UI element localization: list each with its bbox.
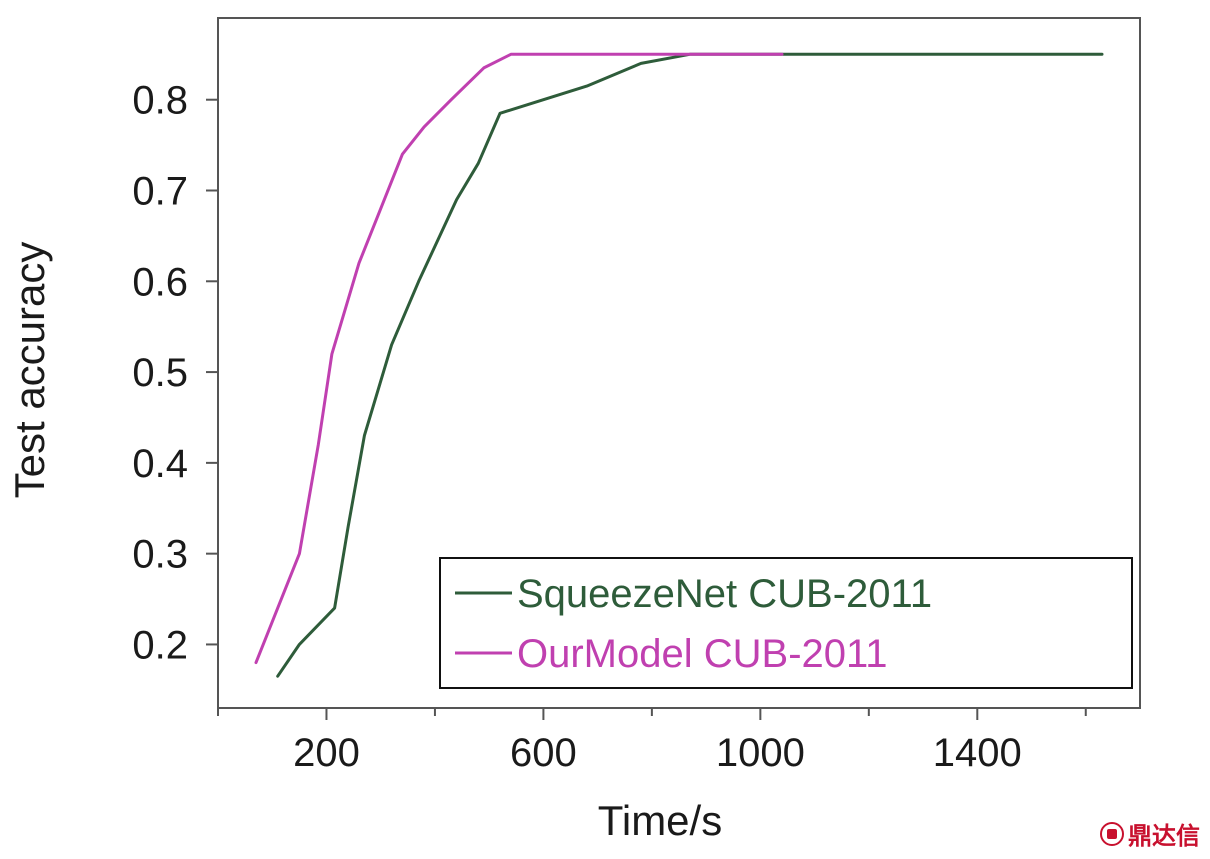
- x-tick-label: 1400: [933, 731, 1022, 775]
- series-line-1: [254, 52, 784, 665]
- x-axis: 200 600 1000 1400: [217, 708, 1087, 775]
- y-tick-label: 0.5: [132, 351, 188, 395]
- legend-label-ourmodel: OurModel CUB-2011: [517, 632, 888, 676]
- y-tick-label: 0.7: [132, 170, 188, 214]
- y-tick-label: 0.8: [132, 79, 188, 123]
- legend-label-squeezenet: SqueezeNet CUB-2011: [517, 572, 932, 616]
- y-tick-label: 0.4: [132, 442, 188, 486]
- y-axis-title: Test accuracy: [6, 242, 53, 499]
- watermark: 鼎达信: [1100, 816, 1200, 851]
- x-tick-label: 1000: [716, 731, 805, 775]
- legend: SqueezeNet CUB-2011 OurModel CUB-2011: [439, 557, 1133, 689]
- watermark-logo-icon: [1100, 821, 1124, 846]
- watermark-text: 鼎达信: [1128, 822, 1200, 850]
- x-tick-label: 200: [293, 731, 360, 775]
- x-tick-label: 600: [510, 731, 577, 775]
- x-axis-title: Time/s: [598, 797, 722, 844]
- y-tick-label: 0.6: [132, 260, 188, 304]
- y-tick-label: 0.3: [132, 533, 188, 577]
- series-group: [254, 52, 1104, 678]
- y-tick-label: 0.2: [132, 623, 188, 667]
- plot-frame: [217, 17, 1141, 709]
- legend-box: [439, 557, 1133, 689]
- y-axis: 0.2 0.3 0.4 0.5 0.6 0.7 0.8: [132, 79, 218, 667]
